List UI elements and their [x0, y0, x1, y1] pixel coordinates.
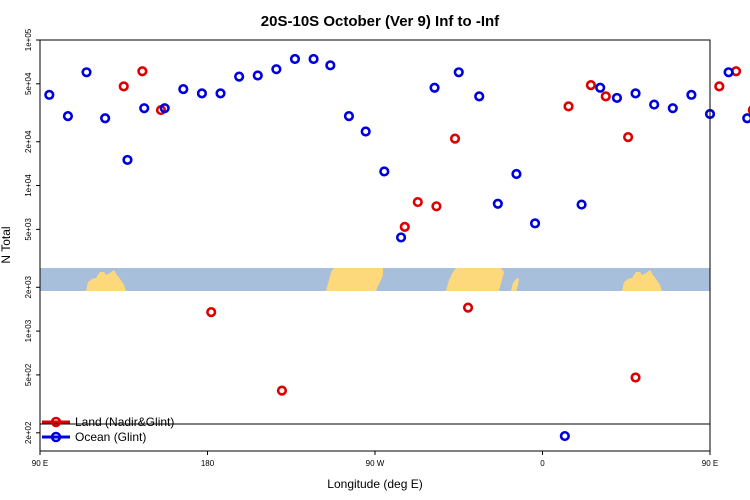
data-point: [462, 302, 474, 313]
data-point: [747, 105, 750, 115]
y-tick-label: 1e+05: [24, 28, 33, 51]
data-point: [474, 91, 485, 102]
data-point: [686, 89, 697, 100]
data-point: [234, 71, 245, 82]
y-tick-label: 1e+03: [24, 319, 33, 342]
data-point: [742, 113, 750, 124]
data-point: [271, 64, 282, 75]
legend-ocean-marker: [50, 431, 62, 443]
data-point: [412, 196, 423, 208]
data-point: [215, 88, 226, 99]
y-tick-label: 5e+04: [24, 72, 33, 95]
land-south-america: [326, 268, 383, 291]
y-axis-label: N Total: [0, 226, 13, 263]
x-tick-label: 90 W: [366, 459, 385, 468]
x-axis: 90 E 180 90 W 0 90 E: [32, 451, 718, 468]
data-point: [139, 103, 150, 114]
data-point: [196, 88, 208, 99]
data-point: [511, 168, 522, 180]
plot-frame: [39, 39, 711, 452]
land-africa: [446, 268, 504, 291]
y-tick-label: 2e+02: [24, 421, 33, 444]
legend-ocean-label: Ocean (Glint): [75, 430, 146, 444]
data-point: [343, 111, 355, 122]
data-point: [252, 70, 263, 81]
data-point: [563, 101, 574, 112]
data-point: [62, 111, 74, 122]
data-point: [667, 103, 678, 114]
data-point: [308, 53, 319, 65]
data-point: [399, 221, 410, 232]
data-point: [178, 83, 189, 95]
data-point: [714, 81, 725, 92]
y-axis: 2e+02 5e+02 1e+03 2e+03 5e+03 1e+04 2e+04 5e+04…: [24, 28, 40, 444]
land-australia-west: [86, 270, 126, 291]
data-point: [122, 154, 133, 166]
data-point: [623, 132, 634, 143]
chart-title: 20S-10S October (Ver 9) Inf to -Inf: [261, 13, 500, 30]
data-point: [723, 67, 734, 78]
data-point: [360, 126, 371, 137]
data-point: [559, 430, 570, 442]
y-tick-label: 1e+04: [24, 174, 33, 197]
y-tick-label: 5e+02: [24, 363, 33, 386]
data-point: [379, 166, 390, 177]
data-point: [449, 133, 461, 144]
legend-land-label: Land (Nadir&Glint): [75, 415, 174, 429]
data-point: [492, 198, 503, 209]
data-point: [159, 103, 170, 114]
data-point: [630, 88, 641, 99]
data-point: [611, 92, 623, 104]
data-point: [206, 307, 217, 318]
data-points: [44, 53, 750, 442]
data-point: [600, 91, 611, 102]
data-point: [576, 199, 587, 210]
data-point: [395, 232, 407, 243]
x-tick-label: 0: [540, 459, 545, 468]
data-point: [429, 82, 440, 93]
map-strip: [40, 268, 710, 291]
data-point: [137, 66, 148, 77]
land-madagascar: [511, 278, 519, 291]
series-ocean: [44, 53, 750, 442]
x-tick-label: 90 E: [32, 459, 48, 468]
data-point: [630, 372, 641, 383]
y-tick-label: 5e+03: [24, 218, 33, 241]
data-point: [276, 385, 288, 396]
data-point: [289, 53, 301, 65]
data-point: [81, 67, 92, 78]
y-tick-label: 2e+04: [24, 130, 33, 153]
land-australia-east: [622, 270, 662, 291]
x-axis-label: Longitude (deg E): [327, 477, 422, 491]
data-point: [649, 99, 660, 110]
legend-land-marker: [50, 416, 62, 428]
x-tick-label: 180: [201, 459, 215, 468]
data-point: [325, 60, 336, 71]
x-tick-label: 90 E: [702, 459, 718, 468]
data-point: [431, 201, 442, 212]
y-tick-label: 2e+03: [24, 275, 33, 298]
data-point: [44, 89, 55, 100]
legend: Land (Nadir&Glint) Ocean (Glint): [42, 415, 174, 444]
data-point: [529, 218, 541, 229]
series-land: [118, 66, 750, 396]
data-point: [453, 67, 464, 78]
data-point: [118, 81, 129, 92]
data-point: [595, 82, 606, 93]
data-point: [100, 113, 111, 124]
data-point: [585, 79, 596, 91]
